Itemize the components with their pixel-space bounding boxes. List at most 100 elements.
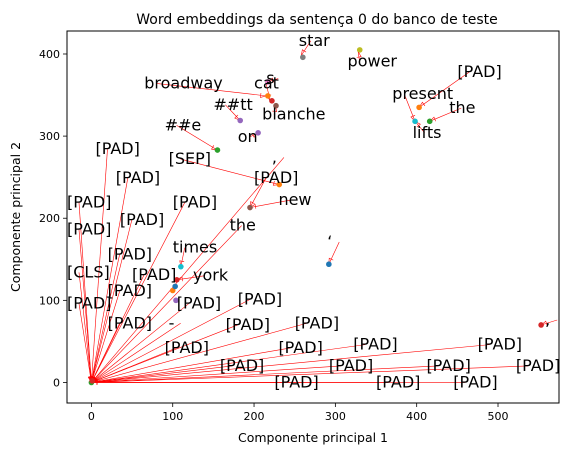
- arrow-30: [91, 291, 120, 383]
- word-label-39: [PAD]: [165, 338, 209, 357]
- word-label-48: [PAD]: [376, 372, 420, 391]
- annotation-arrows: [78, 40, 558, 385]
- word-label-9: [PAD]: [457, 62, 501, 81]
- scatter-point-7: [265, 79, 271, 85]
- scatter-point-5: [269, 98, 275, 104]
- word-label-49: [PAD]: [453, 372, 497, 391]
- scatter-point-16: [326, 261, 332, 268]
- arrow-13: [91, 157, 285, 383]
- arrow-20: [91, 177, 129, 383]
- arrow-37: [91, 322, 307, 383]
- arrow-31: [78, 303, 92, 383]
- scatter-point-21: [173, 297, 179, 304]
- x-tick-label-100: 100: [162, 410, 183, 423]
- x-axis: 0 100 200 300 400 500: [88, 403, 509, 423]
- word-label-16: new: [278, 190, 311, 209]
- word-label-14: [SEP]: [169, 149, 211, 168]
- word-label-35: -: [169, 313, 175, 332]
- y-tick-label-300: 300: [39, 130, 60, 143]
- arrow-39: [91, 347, 177, 383]
- arrow-head-3: [260, 93, 267, 98]
- arrow-3: [156, 83, 267, 97]
- word-label-34: [PAD]: [108, 313, 152, 332]
- arrow-17: [91, 225, 242, 383]
- word-label-23: [PAD]: [120, 210, 164, 229]
- scatter-point-12: [412, 118, 418, 125]
- scatter-point-15: [247, 204, 253, 211]
- arrow-27: [78, 272, 92, 383]
- arrow-23: [91, 219, 133, 383]
- arrow-24: [78, 229, 92, 383]
- word-label-37: [PAD]: [295, 313, 339, 332]
- arrow-45: [91, 365, 439, 383]
- arrow-14: [180, 158, 280, 185]
- word-label-20: [PAD]: [116, 168, 160, 187]
- y-tick-label-200: 200: [39, 212, 60, 225]
- word-label-45: [PAD]: [426, 356, 470, 375]
- word-label-1: power: [348, 51, 398, 70]
- arrow-head-0: [300, 49, 307, 56]
- arrow-10: [404, 94, 416, 122]
- word-label-19: [PAD]: [95, 139, 139, 158]
- word-label-21: [PAD]: [67, 193, 111, 212]
- word-label-6: blanche: [262, 105, 325, 124]
- y-axis-label: Componente principal 2: [8, 142, 23, 292]
- scatter-point-22: [172, 283, 178, 290]
- x-tick-label-200: 200: [244, 410, 265, 423]
- scatter-point-14: [276, 181, 283, 188]
- word-label-18: ‘: [327, 232, 332, 251]
- word-label-3: broadway: [144, 73, 223, 92]
- arrow-43: [91, 365, 232, 383]
- word-label-29: york: [193, 266, 229, 285]
- scatter-point-18: [178, 263, 184, 270]
- arrow-5: [225, 104, 241, 121]
- scatter-point-10: [214, 147, 221, 153]
- x-tick-label-500: 500: [488, 410, 509, 423]
- arrow-32: [91, 303, 189, 383]
- scatter-point-17: [538, 322, 544, 328]
- arrow-19: [91, 149, 108, 383]
- y-tick-label-400: 400: [39, 48, 60, 61]
- word-label-44: [PAD]: [329, 356, 373, 375]
- word-label-8: on: [238, 127, 258, 146]
- arrow-21: [78, 202, 92, 383]
- scatter-point-13: [426, 118, 433, 125]
- word-label-26: [PAD]: [108, 244, 152, 263]
- arrow-16: [249, 199, 291, 208]
- word-label-27: [CLS]: [67, 262, 110, 281]
- word-label-41: [PAD]: [353, 335, 397, 354]
- word-label-47: [PAD]: [274, 372, 318, 391]
- x-tick-label-300: 300: [325, 410, 346, 423]
- scatter-point-8: [237, 117, 244, 124]
- scatter-point-11: [416, 104, 422, 111]
- arrow-44: [91, 365, 341, 383]
- scatter-points: [88, 47, 544, 386]
- word-label-38: ,: [545, 310, 550, 329]
- arrow-18: [328, 241, 340, 265]
- word-label-10: present: [392, 84, 453, 103]
- word-label-32: [PAD]: [177, 294, 221, 313]
- word-label-30: [PAD]: [108, 281, 152, 300]
- arrow-29: [176, 275, 206, 281]
- arrow-25: [180, 247, 186, 267]
- scatter-point-2: [356, 47, 363, 53]
- arrow-41: [91, 344, 366, 383]
- arrow-26: [91, 254, 120, 383]
- y-axis: 0 100 200 300 400: [39, 48, 67, 389]
- x-tick-label-0: 0: [88, 410, 95, 423]
- y-tick-label-100: 100: [39, 294, 60, 307]
- arrow-40: [91, 347, 291, 383]
- word-label-40: [PAD]: [278, 338, 322, 357]
- word-label-5: ##tt: [213, 95, 252, 114]
- word-labels: star power s broadway cat##tt blanche ##e on [PA…: [67, 31, 560, 391]
- word-label-36: [PAD]: [226, 315, 270, 334]
- word-label-46: [PAD]: [516, 356, 560, 375]
- scatter-point-19: [173, 277, 180, 283]
- scatter-point-4: [265, 93, 271, 99]
- y-tick-label-0: 0: [53, 376, 60, 389]
- scatter-point-9: [255, 130, 261, 136]
- word-label-13: ,: [272, 147, 277, 166]
- arrow-35: [91, 323, 181, 383]
- arrow-33: [91, 299, 250, 383]
